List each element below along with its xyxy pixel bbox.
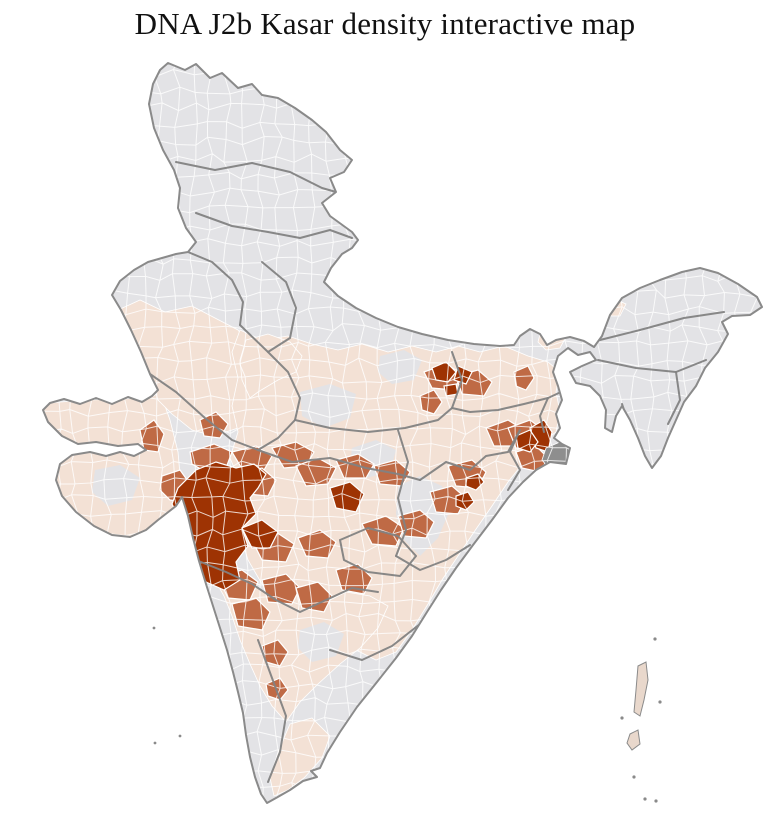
andaman-islet-dot: [620, 716, 624, 720]
district-cluster-nodata[interactable]: [298, 622, 344, 662]
state-border: [667, 371, 681, 425]
andaman-islet-dot: [658, 700, 662, 704]
state-border: [539, 397, 549, 433]
lakshadweep-islet-dot: [152, 626, 156, 630]
state-border: [339, 527, 417, 577]
andaman-islet-dot: [632, 775, 636, 779]
state-border: [149, 373, 259, 451]
state-border: [597, 359, 707, 373]
state-border: [257, 639, 287, 783]
state-border: [599, 311, 725, 341]
state-border: [507, 429, 521, 491]
district-cluster-nodata[interactable]: [300, 384, 356, 428]
state-border: [261, 261, 297, 353]
andaman-island[interactable]: [633, 661, 649, 717]
state-border: [257, 449, 421, 481]
state-border: [329, 623, 421, 661]
andaman-islet-dot: [654, 799, 658, 803]
coastline: [42, 62, 763, 804]
district-high[interactable]: [515, 429, 539, 453]
page-title: DNA J2b Kasar density interactive map: [134, 6, 636, 41]
andaman-island[interactable]: [626, 729, 641, 751]
district-medium[interactable]: [335, 453, 375, 479]
state-border: [419, 429, 521, 481]
andaman-islet-dot: [653, 637, 657, 641]
state-border: [239, 324, 301, 451]
state-border: [175, 161, 337, 193]
district-cluster-low[interactable]: [239, 333, 303, 399]
state-border: [195, 559, 379, 613]
state-border: [294, 407, 453, 433]
lakshadweep-islet-dot: [153, 741, 157, 745]
state-border: [395, 429, 409, 557]
district-medium[interactable]: [397, 509, 435, 539]
andaman-islet-dot: [643, 797, 647, 801]
district-cluster-nodata[interactable]: [92, 465, 140, 506]
district-medium[interactable]: [419, 389, 443, 415]
state-border: [195, 212, 353, 239]
lakshadweep-islet-dot: [178, 734, 182, 738]
district-high[interactable]: [241, 519, 279, 549]
state-border: [395, 544, 471, 571]
district-medium[interactable]: [513, 365, 535, 391]
state-border: [187, 251, 244, 326]
state-border: [451, 351, 562, 413]
